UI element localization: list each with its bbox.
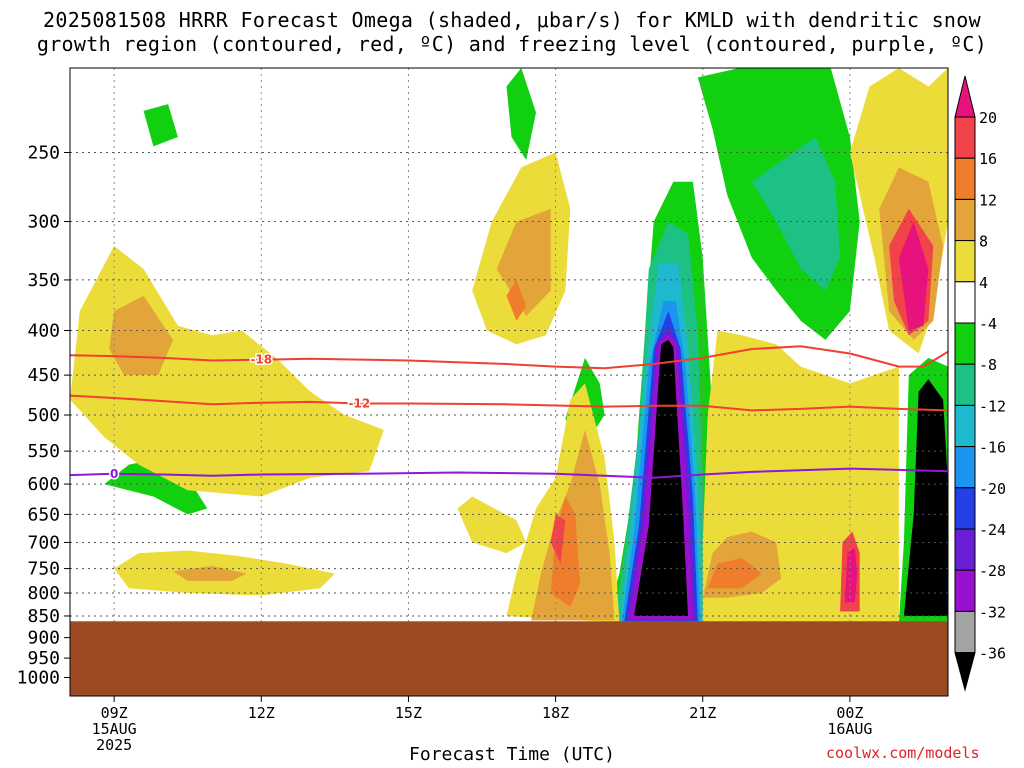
colorbar-bin xyxy=(954,116,976,159)
omega-region-29 xyxy=(550,514,566,564)
y-tick-label: 1000 xyxy=(17,668,60,689)
y-axis: 2503003504004505005506006507007508008509… xyxy=(17,143,70,689)
y-tick-label: 450 xyxy=(27,365,60,386)
omega-region-23 xyxy=(496,208,551,316)
omega-region-24 xyxy=(506,279,527,321)
contour-line-2 xyxy=(69,467,949,479)
x-tick-label: 00Z xyxy=(836,704,863,722)
colorbar-tick-label: -36 xyxy=(979,645,1006,663)
contour-line-1 xyxy=(69,394,949,412)
x-tick-label: 15AUG xyxy=(92,720,137,738)
colorbar-bin xyxy=(954,446,976,489)
ground-fill xyxy=(70,621,948,696)
colorbar-tick-label: -32 xyxy=(979,603,1006,621)
colorbar-tick-label: -24 xyxy=(979,521,1006,539)
y-tick-label: 400 xyxy=(27,321,60,342)
colorbar-bin xyxy=(954,569,976,612)
omega-region-39 xyxy=(898,221,929,331)
contour-line-0 xyxy=(69,345,949,370)
colorbar-tick-label: 8 xyxy=(979,233,988,251)
omega-region-35 xyxy=(845,547,858,603)
y-tick-label: 700 xyxy=(27,532,60,553)
omega-region-25 xyxy=(457,496,527,554)
y-tick-label: 800 xyxy=(27,583,60,604)
colorbar-arrow-top xyxy=(954,75,976,118)
colorbar-tick-label: -28 xyxy=(979,562,1006,580)
y-tick-label: 550 xyxy=(27,441,60,462)
omega-region-11 xyxy=(751,137,841,291)
colorbar-tick-label: 20 xyxy=(979,109,997,127)
colorbar-bin xyxy=(954,363,976,406)
colorbar-tick-label: -4 xyxy=(979,315,997,333)
y-tick-label: 350 xyxy=(27,270,60,291)
grid-layer xyxy=(70,68,948,696)
chart-title-line-1: 2025081508 HRRR Forecast Omega (shaded, … xyxy=(43,8,981,32)
omega-region-14 xyxy=(506,68,536,160)
plot-frame xyxy=(69,67,949,697)
colorbar: 20 16 12 8 4 -4 -8 -12 -16 -20 -24 -28 -32 -36 xyxy=(954,75,1006,692)
contour-label: -12 xyxy=(349,396,371,410)
colorbar-bin xyxy=(954,281,976,324)
y-tick-label: 500 xyxy=(27,405,60,426)
colorbar-tick-label: -16 xyxy=(979,439,1006,457)
colorbar-tick-label: 4 xyxy=(979,274,988,292)
y-tick-label: 300 xyxy=(27,212,60,233)
omega-region-19 xyxy=(109,295,173,376)
y-tick-label: 850 xyxy=(27,606,60,627)
y-tick-label: 900 xyxy=(27,628,60,649)
x-tick-label: 16AUG xyxy=(827,720,872,738)
colorbar-bin xyxy=(954,157,976,200)
colorbar-bin xyxy=(954,240,976,283)
contour-layer: -18 -12 0 xyxy=(69,345,949,482)
y-tick-label: 950 xyxy=(27,648,60,669)
x-tick-label: 18Z xyxy=(542,704,569,722)
x-axis-title: Forecast Time (UTC) xyxy=(409,744,615,765)
x-tick-label: 09Z xyxy=(101,704,128,722)
colorbar-arrow-bottom xyxy=(954,652,976,692)
contour-label: 0 xyxy=(110,467,118,481)
colorbar-bin xyxy=(954,404,976,448)
x-tick-label: 15Z xyxy=(395,704,422,722)
colorbar-tick-label: -12 xyxy=(979,397,1006,415)
x-tick-label: 21Z xyxy=(689,704,716,722)
colorbar-tick-label: 16 xyxy=(979,150,997,168)
x-tick-label: 2025 xyxy=(96,736,132,754)
contour-label: -18 xyxy=(250,353,272,367)
x-tick-label: 12Z xyxy=(248,704,275,722)
y-tick-label: 650 xyxy=(27,504,60,525)
omega-region-13 xyxy=(104,457,208,515)
y-tick-label: 750 xyxy=(27,559,60,580)
colorbar-bin xyxy=(954,487,976,530)
y-tick-label: 250 xyxy=(27,143,60,164)
y-tick-label: 600 xyxy=(27,474,60,495)
colorbar-bin xyxy=(954,198,976,242)
colorbar-bin xyxy=(954,610,976,654)
credit-link[interactable]: coolwx.com/models xyxy=(826,744,980,762)
omega-region-9 xyxy=(903,379,948,616)
colorbar-tick-label: 12 xyxy=(979,191,997,209)
omega-region-21 xyxy=(173,566,247,581)
colorbar-tick-label: -8 xyxy=(979,356,997,374)
colorbar-tick-label: -20 xyxy=(979,480,1006,498)
colorbar-bin xyxy=(954,322,976,365)
omega-region-32 xyxy=(707,558,762,589)
colorbar-bin xyxy=(954,528,976,571)
omega-region-16 xyxy=(143,104,178,147)
chart-title-line-2: growth region (contoured, red, ºC) and f… xyxy=(36,32,988,56)
